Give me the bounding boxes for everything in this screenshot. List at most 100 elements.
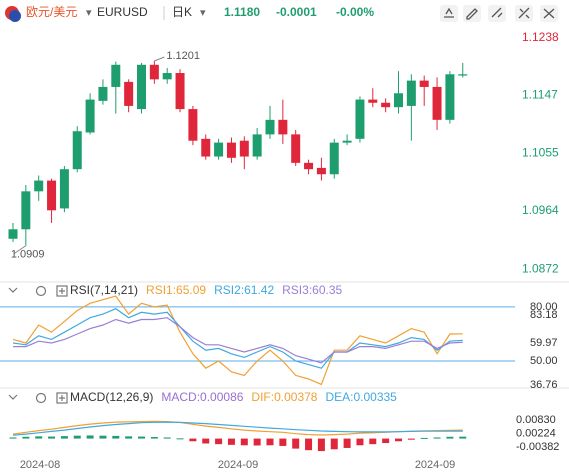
toolbar: 欧元/美元 ▾ EURUSD 日K ▾ 1.1180 -0.0001 -0.00…: [5, 5, 558, 22]
candle-body: [239, 140, 249, 157]
candle-body: [21, 191, 31, 230]
tool-icon: [543, 8, 555, 19]
rsi-line: [13, 317, 463, 364]
macd-bar: [35, 436, 43, 439]
candle-body: [226, 142, 236, 158]
macd-bar: [253, 438, 261, 446]
tool-icon: [518, 7, 530, 19]
macd-bar: [99, 435, 107, 439]
add-icon[interactable]: [56, 285, 68, 297]
flag-icon: [9, 10, 21, 22]
rsi-axis-label: 50.00: [530, 355, 558, 367]
rsi-axis-label: 80.00: [530, 301, 558, 313]
dropdown-arrow[interactable]: ▾: [200, 7, 206, 19]
last-price: 1.1180: [224, 5, 260, 19]
symbol: EURUSD: [97, 5, 148, 19]
macd-bar: [86, 435, 94, 439]
candle-body: [72, 131, 82, 170]
collapse-icon[interactable]: [8, 394, 18, 400]
candle-body: [329, 142, 339, 175]
macd-bar: [330, 438, 338, 450]
candle-body: [85, 99, 95, 133]
rsi-title: RSI(7,14,21): [70, 283, 138, 297]
macd-bar: [240, 438, 248, 446]
macd-bar: [446, 436, 454, 439]
tool-icon: [466, 8, 478, 20]
candle-body: [316, 167, 326, 175]
candle-body: [162, 73, 172, 80]
candle-body: [406, 80, 416, 106]
macd-bar: [356, 438, 364, 446]
candle-body: [278, 119, 288, 135]
period[interactable]: 日K: [172, 5, 192, 19]
price-axis-label: 1.0872: [522, 261, 559, 275]
macd-bar: [279, 438, 287, 446]
candle-body: [188, 109, 198, 141]
add-icon: [59, 288, 65, 294]
legend-entry: DEA:0.00335: [325, 390, 397, 404]
macd-line: [12, 421, 463, 436]
rsi-line: [12, 295, 463, 386]
macd-bar: [112, 435, 120, 439]
settings-icon[interactable]: [35, 392, 47, 404]
candle-body: [98, 86, 108, 101]
candle-body: [175, 73, 185, 110]
collapse-icon[interactable]: [8, 287, 18, 293]
macd-bar: [138, 436, 145, 439]
candle-body: [214, 142, 224, 157]
tool-button[interactable]: [440, 5, 458, 22]
candle-body: [265, 119, 275, 135]
macd-axis-label: 0.00224: [516, 427, 556, 439]
price-axis-label: 1.0964: [522, 203, 559, 217]
price-axis-label: 1.1238: [522, 30, 559, 44]
macd-bar: [176, 438, 184, 440]
macd-bar: [420, 437, 428, 439]
macd-axis-label: -0.00382: [516, 441, 559, 453]
legend-entry: DIF:0.00378: [251, 390, 317, 404]
candle-body: [432, 86, 442, 120]
macd-bar: [369, 438, 377, 445]
macd-bar: [189, 438, 197, 442]
candle-body: [394, 93, 403, 108]
candle-body: [34, 180, 44, 192]
price-annotation: 1.0909: [11, 249, 45, 261]
macd-bar: [150, 437, 158, 439]
candle-body: [355, 99, 365, 139]
macd-bar: [407, 438, 415, 440]
legend-entry: MACD:0.00086: [161, 390, 243, 404]
macd-bar: [202, 438, 210, 444]
settings-icon[interactable]: [35, 285, 47, 297]
candle-body: [381, 102, 391, 108]
date-label: 2024-09: [218, 459, 258, 471]
tool-button[interactable]: [488, 5, 506, 22]
tool-icon: [444, 7, 454, 18]
rsi-axis-label: 36.76: [530, 379, 558, 391]
candle-body: [445, 74, 455, 120]
candle-body: [111, 64, 121, 87]
pair-name[interactable]: 欧元/美元: [26, 5, 77, 19]
macd-bar: [433, 437, 441, 439]
macd-bar: [305, 438, 313, 451]
candle-body: [8, 229, 18, 239]
price-axis-label: 1.1147: [522, 87, 558, 101]
macd-title: MACD(12,26,9): [70, 390, 153, 404]
price-change: -0.0001: [276, 5, 317, 19]
macd-bar: [343, 438, 351, 448]
tool-button[interactable]: [463, 5, 481, 22]
macd-bar: [48, 436, 56, 439]
macd-bar: [125, 436, 133, 439]
rsi-line: [12, 308, 463, 369]
candle-body: [419, 80, 429, 87]
candle-body: [458, 74, 468, 76]
macd-bar: [317, 438, 325, 452]
add-icon[interactable]: [56, 392, 68, 404]
candle-body: [137, 64, 146, 110]
dropdown-arrow[interactable]: ▾: [86, 7, 92, 19]
candle-body: [149, 64, 159, 80]
annotation-leader: [13, 245, 27, 255]
macd-axis-label: 0.00830: [516, 414, 556, 426]
candle-body: [304, 162, 314, 170]
candle-body: [368, 99, 378, 103]
rsi-axis-label: 83.18: [530, 309, 558, 321]
legend-entry: RSI3:60.35: [282, 283, 342, 297]
